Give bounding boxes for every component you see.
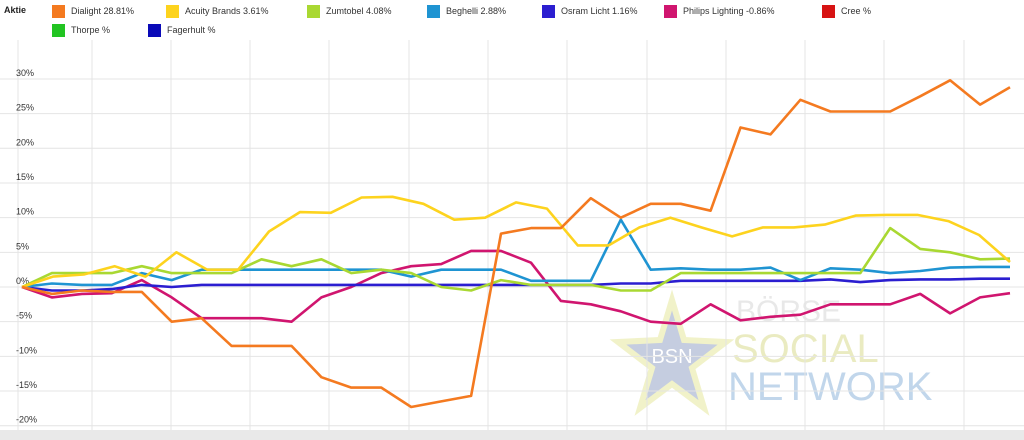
legend-label: Fagerhult % xyxy=(167,25,216,35)
y-tick-label: -5% xyxy=(16,311,32,321)
legend-label: Dialight 28.81% xyxy=(71,6,135,16)
legend-swatch xyxy=(664,5,677,18)
y-tick-label: 5% xyxy=(16,241,29,251)
legend-title: Aktie xyxy=(4,5,27,15)
legend-swatch xyxy=(52,24,65,37)
series-line-acuity-brands xyxy=(21,195,1011,289)
legend-label: Osram Licht 1.16% xyxy=(561,6,638,16)
y-tick-label: -20% xyxy=(16,415,37,425)
legend-swatch xyxy=(52,5,65,18)
legend-label: Cree % xyxy=(841,6,872,16)
legend-swatch xyxy=(427,5,440,18)
series-line-beghelli xyxy=(21,218,1010,289)
watermark-star-icon xyxy=(609,289,735,416)
watermark-star-text: BSN xyxy=(651,346,692,368)
y-tick-label: -10% xyxy=(16,345,37,355)
legend-swatch xyxy=(307,5,320,18)
y-tick-label: 0% xyxy=(16,276,29,286)
series-line-philips-lighting xyxy=(21,249,1011,326)
y-tick-label: 10% xyxy=(16,207,34,217)
series-line-osram-licht xyxy=(21,277,1010,292)
legend-label: Acuity Brands 3.61% xyxy=(185,6,269,16)
chart-legend: Aktie Dialight 28.81% Acuity Brands 3.61%… xyxy=(0,0,1024,40)
y-tick-label: 15% xyxy=(16,172,34,182)
y-tick-label: 20% xyxy=(16,137,34,147)
legend-swatch xyxy=(542,5,555,18)
legend-label: Beghelli 2.88% xyxy=(446,6,507,16)
series-line-dialight xyxy=(21,79,1011,409)
legend-swatch xyxy=(166,5,179,18)
y-axis-ticks: 30% 25% 20% 15% 10% 5% 0% -5% -10% -15% -20% xyxy=(16,68,37,425)
watermark-line-3: NETWORK xyxy=(728,365,933,409)
legend-swatch xyxy=(148,24,161,37)
watermark-line-1: BÖRSE xyxy=(736,295,841,328)
series-lines xyxy=(21,79,1011,409)
legend-label: Thorpe % xyxy=(71,25,111,35)
y-tick-label: 25% xyxy=(16,103,34,113)
y-tick-label: -15% xyxy=(16,380,37,390)
chart-bottom-bar xyxy=(0,430,1024,440)
bsn-watermark: BSN BÖRSE SOCIAL NETWORK xyxy=(609,289,933,416)
legend-label: Zumtobel 4.08% xyxy=(326,6,392,16)
y-tick-label: 30% xyxy=(16,68,34,78)
series-line-zumtobel xyxy=(21,226,1011,292)
legend-swatch xyxy=(822,5,835,18)
legend-label: Philips Lighting -0.86% xyxy=(683,6,775,16)
